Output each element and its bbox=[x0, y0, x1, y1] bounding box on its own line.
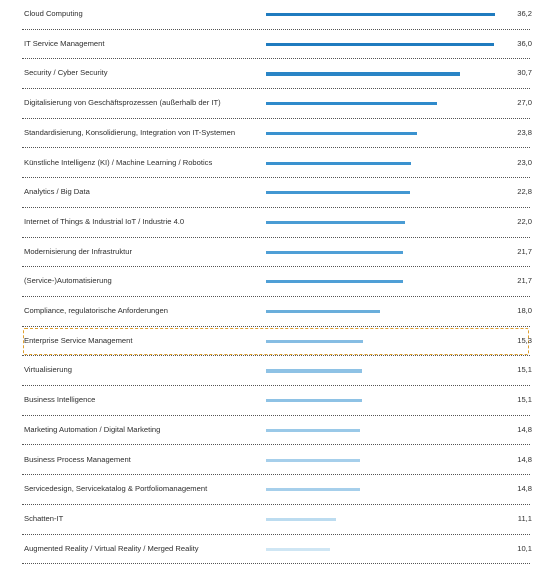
value-label: 22,8 bbox=[517, 187, 532, 197]
value-label: 14,8 bbox=[517, 484, 532, 494]
chart-row: Standardisierung, Konsolidierung, Integr… bbox=[22, 119, 532, 149]
row-divider bbox=[22, 236, 530, 238]
row-divider bbox=[22, 58, 530, 60]
chart-row: Künstliche Intelligenz (KI) / Machine Le… bbox=[22, 149, 532, 179]
category-label: Enterprise Service Management bbox=[24, 335, 133, 345]
row-divider bbox=[22, 28, 530, 30]
category-label: Internet of Things & Industrial IoT / In… bbox=[24, 216, 185, 226]
chart-row: Internet of Things & Industrial IoT / In… bbox=[22, 208, 532, 238]
value-label: 36,2 bbox=[517, 9, 532, 18]
chart-row: IT Service Management 36,0 bbox=[22, 30, 532, 60]
row-divider bbox=[22, 414, 530, 416]
row-divider bbox=[22, 177, 530, 179]
bar bbox=[266, 280, 404, 284]
bar bbox=[266, 13, 495, 17]
value-label: 11,1 bbox=[517, 513, 532, 523]
value-label: 15,3 bbox=[517, 335, 532, 345]
value-label: 23,8 bbox=[517, 127, 532, 137]
row-divider bbox=[22, 385, 530, 387]
category-label: (Service-)Automatisierung bbox=[24, 276, 112, 286]
bar bbox=[266, 72, 461, 76]
value-label: 21,7 bbox=[517, 246, 532, 256]
value-label: 15,1 bbox=[517, 395, 532, 405]
bar bbox=[266, 102, 437, 106]
bar bbox=[266, 517, 337, 522]
category-label: Cloud Computing bbox=[24, 9, 83, 18]
category-label: Standardisierung, Konsolidierung, Integr… bbox=[24, 127, 236, 137]
value-label: 30,7 bbox=[517, 68, 532, 78]
category-label: Virtualisierung bbox=[24, 365, 72, 375]
category-label: Modernisierung der Infrastruktur bbox=[24, 246, 133, 256]
category-label: Compliance, regulatorische Anforderungen bbox=[24, 306, 168, 315]
value-label: 14,8 bbox=[517, 424, 532, 434]
bar bbox=[266, 488, 360, 492]
category-label: Augmented Reality / Virtual Reality / Me… bbox=[24, 543, 199, 553]
value-label: 22,0 bbox=[517, 216, 532, 226]
row-divider bbox=[22, 147, 530, 149]
value-label: 21,7 bbox=[517, 276, 532, 286]
row-divider bbox=[22, 325, 530, 327]
bar bbox=[266, 131, 417, 135]
row-divider bbox=[22, 503, 530, 505]
bar bbox=[266, 191, 411, 195]
bar bbox=[266, 458, 360, 462]
chart-row: (Service-)Automatisierung 21,7 bbox=[22, 267, 532, 297]
chart-row: Analytics / Big Data 22,8 bbox=[22, 178, 532, 208]
chart-row: Business Process Management 14,8 bbox=[22, 446, 532, 476]
row-divider bbox=[22, 88, 530, 90]
bar bbox=[266, 220, 406, 225]
bar bbox=[266, 42, 494, 46]
chart-row: Marketing Automation / Digital Marketing… bbox=[22, 416, 532, 446]
chart-row: Security / Cyber Security 30,7 bbox=[22, 59, 532, 90]
value-label: 18,0 bbox=[517, 306, 532, 315]
category-label: Künstliche Intelligenz (KI) / Machine Le… bbox=[24, 157, 213, 167]
value-label: 14,8 bbox=[517, 454, 532, 464]
category-label: IT Service Management bbox=[24, 38, 105, 48]
value-label: 36,0 bbox=[517, 38, 532, 48]
chart-row: Modernisierung der Infrastruktur 21,7 bbox=[22, 238, 532, 268]
value-label: 15,1 bbox=[517, 365, 532, 375]
chart-row: Augmented Reality / Virtual Reality / Me… bbox=[22, 535, 532, 565]
category-label: Business Process Management bbox=[24, 454, 131, 464]
chart-row: Cloud Computing 36,2 bbox=[22, 0, 532, 30]
row-divider bbox=[22, 295, 530, 297]
chart-row: Enterprise Service Management 15,3 bbox=[22, 327, 532, 357]
category-label: Analytics / Big Data bbox=[24, 187, 90, 197]
value-label: 27,0 bbox=[517, 98, 532, 108]
row-divider bbox=[22, 266, 530, 268]
row-divider bbox=[22, 355, 530, 357]
category-label: Schatten-IT bbox=[24, 513, 64, 523]
category-label: Digitalisierung von Geschäftsprozessen (… bbox=[24, 98, 221, 108]
chart-row: Digitalisierung von Geschäftsprozessen (… bbox=[22, 89, 532, 119]
bar bbox=[266, 161, 412, 165]
row-divider bbox=[22, 533, 530, 535]
chart-row: Compliance, regulatorische Anforderungen… bbox=[22, 297, 532, 327]
row-divider bbox=[22, 563, 530, 565]
chart-row: Servicedesign, Servicekatalog & Portfoli… bbox=[22, 475, 532, 505]
bar bbox=[266, 428, 360, 432]
row-divider bbox=[22, 206, 530, 208]
chart-row: Schatten-IT 11,1 bbox=[22, 505, 532, 535]
value-label: 23,0 bbox=[517, 157, 532, 167]
chart-row: Business Intelligence 15,1 bbox=[22, 386, 532, 416]
bar bbox=[266, 369, 362, 373]
bar bbox=[266, 310, 380, 314]
row-divider bbox=[22, 117, 530, 119]
row-divider bbox=[22, 474, 530, 476]
chart-row: Virtualisierung 15,1 bbox=[22, 356, 532, 387]
category-label: Marketing Automation / Digital Marketing bbox=[24, 424, 161, 434]
category-label: Servicedesign, Servicekatalog & Portfoli… bbox=[24, 484, 208, 494]
row-divider bbox=[22, 444, 530, 446]
value-label: 10,1 bbox=[517, 543, 532, 553]
bar bbox=[266, 339, 363, 343]
bar bbox=[266, 399, 362, 403]
category-label: Security / Cyber Security bbox=[24, 68, 108, 78]
bar bbox=[266, 250, 404, 254]
bar bbox=[266, 547, 330, 551]
category-label: Business Intelligence bbox=[24, 395, 96, 405]
